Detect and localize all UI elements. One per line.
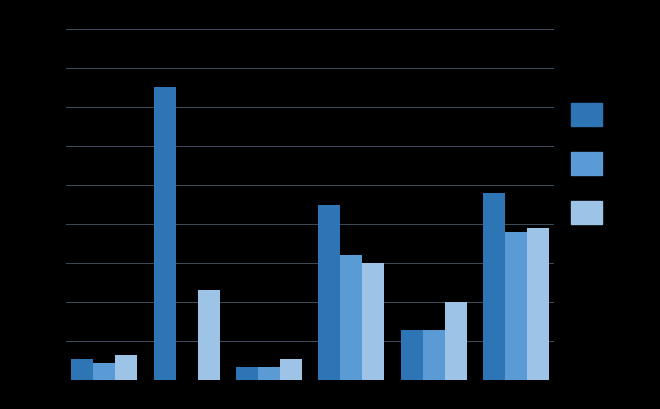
Bar	[258, 367, 280, 380]
Bar	[505, 232, 527, 380]
Bar	[401, 330, 422, 380]
Bar	[483, 193, 505, 380]
Bar	[198, 290, 220, 380]
Bar	[445, 302, 467, 380]
Bar	[318, 204, 341, 380]
Bar	[71, 359, 94, 380]
Bar	[94, 363, 115, 380]
Bar	[341, 255, 362, 380]
Bar	[422, 330, 445, 380]
Bar	[527, 228, 549, 380]
Bar	[362, 263, 384, 380]
Bar	[154, 87, 176, 380]
Bar	[115, 355, 137, 380]
Bar	[236, 367, 258, 380]
Bar	[280, 359, 302, 380]
